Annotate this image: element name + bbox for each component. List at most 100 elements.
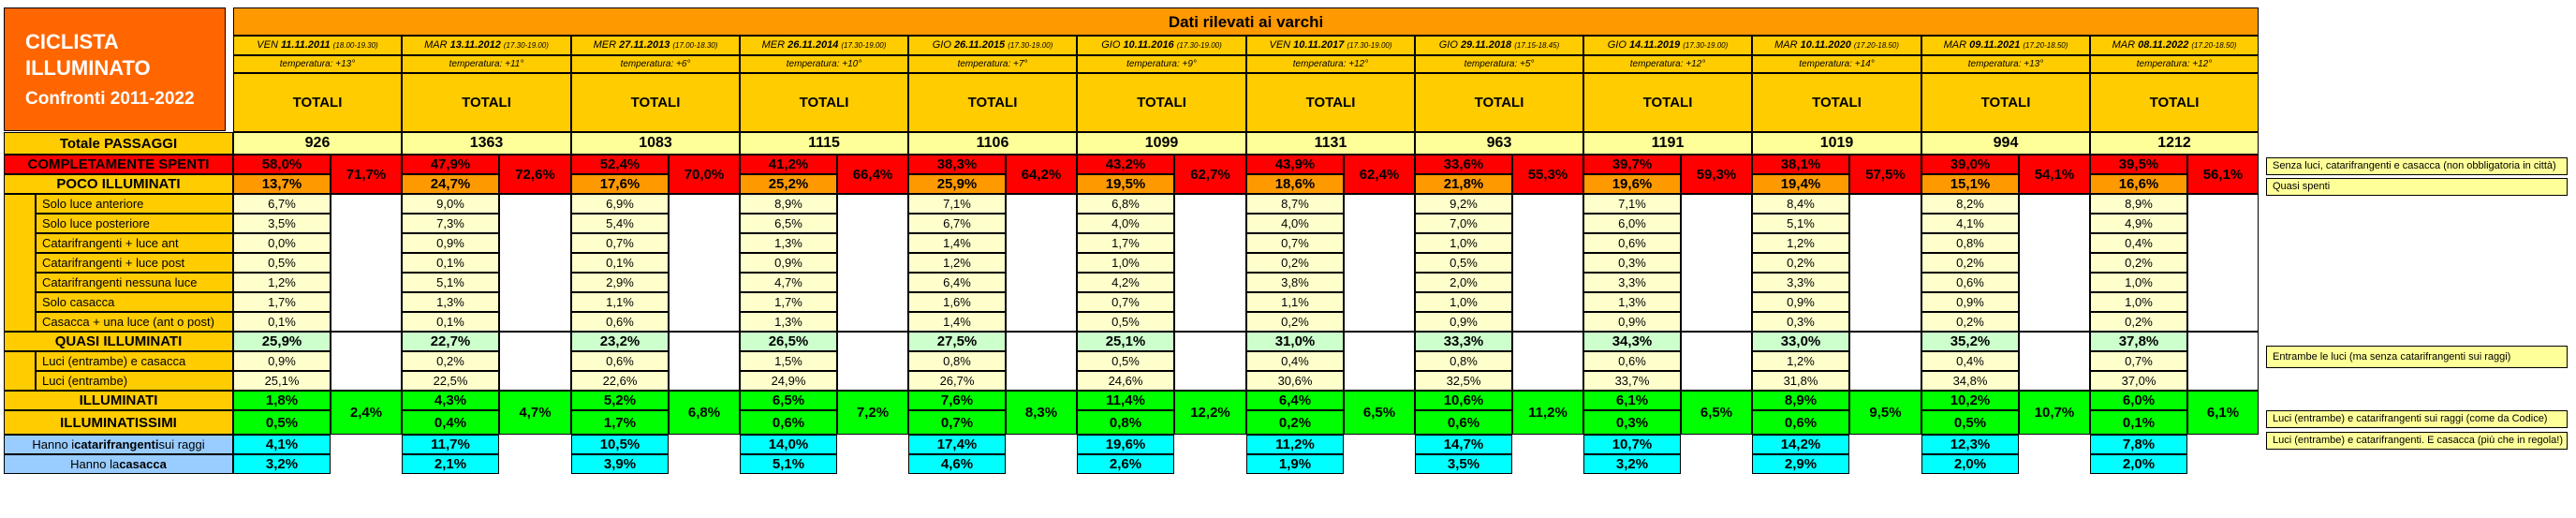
casacca-value: 3,5% (1415, 454, 1512, 474)
spenti-poco-total: 57,5% (1849, 155, 1921, 194)
row-label-sub: Catarifrangenti + luce post (36, 253, 233, 273)
poco-sub-value: 0,9% (402, 233, 499, 253)
illuminati-value: 4,3% (402, 391, 499, 410)
totali-header: TOTALI (233, 73, 402, 132)
empty-cell (1681, 332, 1752, 391)
spenti-value: 43,9% (1246, 155, 1344, 174)
row-label-sub: Solo luce anteriore (36, 194, 233, 214)
poco-sub-value: 6,4% (908, 273, 1006, 292)
year-hours: (17.20-18.50) (2191, 40, 2237, 50)
illuminatissimi-value: 1,7% (571, 410, 669, 435)
spenti-poco-total: 66,4% (837, 155, 908, 194)
row-label-raggi: Hanno i catarifrangenti sui raggi (4, 435, 233, 454)
title-block: CICLISTA ILLUMINATO Confronti 2011-2022 (4, 7, 226, 131)
raggi-value: 11,2% (1246, 435, 1344, 454)
year-day: MER (593, 39, 617, 51)
illuminatissimi-value: 0,3% (1583, 410, 1681, 435)
poco-value: 13,7% (233, 174, 331, 194)
total-passaggi-value: 1099 (1077, 132, 1246, 155)
illuminati-total: 4,7% (499, 391, 571, 435)
illuminati-value: 6,0% (2090, 391, 2187, 410)
year-date-header: GIO 29.11.2018 (17.15-18.45) (1415, 36, 1583, 55)
poco-sub-value: 0,5% (1077, 312, 1174, 332)
empty-cell (1006, 332, 1077, 391)
poco-sub-value: 0,9% (1583, 312, 1681, 332)
poco-sub-value: 7,3% (402, 214, 499, 233)
poco-sub-value: 0,6% (1583, 233, 1681, 253)
quasi-sub-value: 0,9% (233, 351, 331, 371)
quasi-sub-value: 0,4% (1921, 351, 2019, 371)
poco-sub-value: 0,8% (1921, 233, 2019, 253)
total-passaggi-value: 1019 (1752, 132, 1921, 155)
poco-sub-value: 5,1% (402, 273, 499, 292)
spenti-poco-total: 64,2% (1006, 155, 1077, 194)
empty-cell (2187, 332, 2259, 391)
illuminati-total: 6,1% (2187, 391, 2259, 435)
year-date-header: MAR 08.11.2022 (17.20-18.50) (2090, 36, 2259, 55)
poco-sub-value: 9,2% (1415, 194, 1512, 214)
year-date: 29.11.2018 (1460, 39, 1512, 51)
poco-value: 19,6% (1583, 174, 1681, 194)
empty-cell (1512, 332, 1583, 391)
year-date: 10.11.2016 (1123, 39, 1174, 51)
illuminatissimi-value: 0,5% (1921, 410, 2019, 435)
illuminati-value: 8,9% (1752, 391, 1849, 410)
year-day: VEN (257, 39, 278, 51)
empty-cell (1174, 194, 1246, 332)
main-header: Dati rilevati ai varchi (233, 7, 2259, 36)
poco-sub-value: 4,1% (1921, 214, 2019, 233)
poco-sub-value: 1,0% (2090, 273, 2187, 292)
illuminati-total: 9,5% (1849, 391, 1921, 435)
quasi-sub-value: 1,5% (740, 351, 837, 371)
casacca-value: 3,2% (1583, 454, 1681, 474)
poco-sub-value: 1,2% (1752, 233, 1849, 253)
quasi-sub-value: 24,6% (1077, 371, 1174, 391)
poco-sub-value: 0,5% (233, 253, 331, 273)
year-date-header: MER 27.11.2013 (17.00-18.30) (571, 36, 740, 55)
poco-sub-value: 2,9% (571, 273, 669, 292)
quasi-value: 22,7% (402, 332, 499, 351)
poco-sub-value: 0,5% (1415, 253, 1512, 273)
totali-header: TOTALI (908, 73, 1077, 132)
note-poco: Quasi spenti (2266, 178, 2568, 196)
quasi-sub-value: 26,7% (908, 371, 1006, 391)
poco-sub-value: 8,4% (1752, 194, 1849, 214)
year-date-header: MAR 09.11.2021 (17.20-18.50) (1921, 36, 2090, 55)
illuminati-total: 8,3% (1006, 391, 1077, 435)
year-day: MAR (1774, 39, 1798, 51)
raggi-value: 4,1% (233, 435, 331, 454)
year-temperature: temperatura: +11° (402, 55, 571, 73)
illuminati-value: 10,6% (1415, 391, 1512, 410)
spenti-value: 39,0% (1921, 155, 2019, 174)
poco-sub-value: 4,2% (1077, 273, 1174, 292)
poco-sub-value: 4,0% (1246, 214, 1344, 233)
poco-sub-value: 0,1% (233, 312, 331, 332)
illuminatissimi-value: 0,6% (740, 410, 837, 435)
illuminati-total: 7,2% (837, 391, 908, 435)
totali-header: TOTALI (1752, 73, 1921, 132)
year-day: MAR (1943, 39, 1967, 51)
year-day: GIO (1438, 39, 1458, 51)
poco-sub-value: 0,2% (1921, 312, 2019, 332)
year-date-header: VEN 10.11.2017 (17.30-19.00) (1246, 36, 1415, 55)
year-hours: (17.15-18.45) (1514, 40, 1560, 50)
title-line2: ILLUMINATO (25, 55, 151, 80)
casacca-value: 1,9% (1246, 454, 1344, 474)
year-temperature: temperatura: +12° (2090, 55, 2259, 73)
year-hours: (17.00-18.30) (672, 40, 718, 50)
year-date: 26.11.2015 (953, 39, 1006, 51)
year-date: 09.11.2021 (1969, 39, 2021, 51)
totali-header: TOTALI (1246, 73, 1415, 132)
spenti-poco-total: 56,1% (2187, 155, 2259, 194)
poco-sub-value: 6,8% (1077, 194, 1174, 214)
spenti-value: 38,3% (908, 155, 1006, 174)
row-label-illuminati: ILLUMINATI (4, 391, 233, 410)
empty-cell (1512, 194, 1583, 332)
poco-sub-value: 6,9% (571, 194, 669, 214)
poco-sub-value: 9,0% (402, 194, 499, 214)
illuminatissimi-value: 0,1% (2090, 410, 2187, 435)
year-date: 13.11.2012 (449, 39, 501, 51)
spenti-value: 52,4% (571, 155, 669, 174)
poco-sub-value: 4,7% (740, 273, 837, 292)
quasi-sub-value: 24,9% (740, 371, 837, 391)
